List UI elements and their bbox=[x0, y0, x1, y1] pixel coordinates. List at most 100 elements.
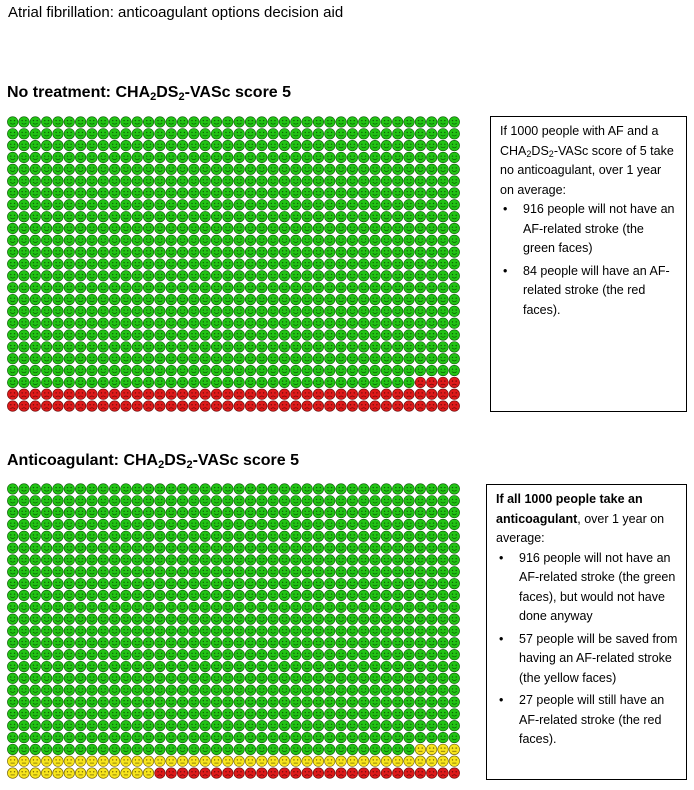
green-face-icon bbox=[41, 589, 53, 602]
green-face-icon bbox=[52, 696, 64, 708]
green-face-icon bbox=[335, 270, 347, 282]
green-face-icon bbox=[143, 211, 155, 223]
green-face-icon bbox=[448, 222, 460, 235]
green-face-icon bbox=[75, 589, 87, 602]
green-face-icon bbox=[358, 708, 370, 720]
green-face-icon bbox=[369, 270, 381, 282]
green-face-icon bbox=[256, 317, 268, 329]
green-face-icon bbox=[188, 589, 200, 602]
green-face-icon bbox=[176, 317, 189, 329]
green-face-icon bbox=[448, 234, 460, 246]
green-face-icon bbox=[86, 518, 98, 531]
green-face-icon bbox=[335, 696, 347, 708]
red-face-icon bbox=[392, 400, 404, 412]
green-face-icon bbox=[165, 163, 177, 175]
green-face-icon bbox=[120, 483, 132, 495]
green-face-icon bbox=[176, 696, 189, 708]
green-face-icon bbox=[154, 364, 166, 377]
green-face-icon bbox=[346, 554, 358, 566]
green-face-icon bbox=[18, 554, 30, 566]
green-face-icon bbox=[109, 660, 121, 673]
green-face-icon bbox=[426, 305, 438, 317]
green-face-icon bbox=[312, 518, 324, 531]
green-face-icon bbox=[244, 128, 257, 140]
green-face-icon bbox=[52, 341, 64, 353]
green-face-icon bbox=[18, 211, 30, 223]
green-face-icon bbox=[176, 637, 189, 649]
green-face-icon bbox=[233, 305, 245, 317]
green-face-icon bbox=[312, 613, 324, 625]
green-face-icon bbox=[199, 364, 211, 377]
green-face-icon bbox=[109, 317, 121, 329]
red-face-icon bbox=[414, 767, 426, 779]
green-face-icon bbox=[312, 140, 324, 152]
green-face-icon bbox=[41, 151, 53, 164]
green-face-icon bbox=[414, 708, 426, 720]
green-face-icon bbox=[437, 530, 449, 542]
green-face-icon bbox=[29, 554, 41, 566]
green-face-icon bbox=[324, 637, 336, 649]
green-face-icon bbox=[278, 341, 291, 353]
green-face-icon bbox=[233, 625, 245, 637]
green-face-icon bbox=[210, 163, 223, 175]
red-face-icon bbox=[358, 767, 370, 779]
green-face-icon bbox=[358, 554, 370, 566]
green-face-icon bbox=[301, 376, 313, 388]
green-face-icon bbox=[109, 743, 121, 755]
green-face-icon bbox=[233, 578, 245, 590]
green-face-icon bbox=[29, 376, 41, 388]
green-face-icon bbox=[165, 637, 177, 649]
green-face-icon bbox=[97, 660, 109, 673]
green-face-icon bbox=[63, 530, 75, 542]
green-face-icon bbox=[154, 234, 166, 246]
green-face-icon bbox=[52, 128, 64, 140]
green-face-icon bbox=[29, 495, 41, 507]
green-face-icon bbox=[7, 140, 19, 152]
green-face-icon bbox=[97, 187, 109, 199]
green-face-icon bbox=[120, 554, 132, 566]
green-face-icon bbox=[176, 554, 189, 566]
green-face-icon bbox=[97, 720, 109, 732]
green-face-icon bbox=[7, 613, 19, 625]
green-face-icon bbox=[233, 175, 245, 187]
green-face-icon bbox=[7, 578, 19, 590]
green-face-icon bbox=[426, 530, 438, 542]
green-face-icon bbox=[143, 589, 155, 602]
green-face-icon bbox=[131, 293, 143, 306]
green-face-icon bbox=[63, 353, 75, 365]
green-face-icon bbox=[256, 199, 268, 211]
green-face-icon bbox=[41, 696, 53, 708]
green-face-icon bbox=[437, 341, 449, 353]
red-face-icon bbox=[176, 400, 189, 412]
green-face-icon bbox=[120, 305, 132, 317]
green-face-icon bbox=[97, 530, 109, 542]
green-face-icon bbox=[358, 187, 370, 199]
green-face-icon bbox=[222, 234, 234, 246]
green-face-icon bbox=[7, 175, 19, 187]
green-face-icon bbox=[210, 613, 223, 625]
green-face-icon bbox=[29, 589, 41, 602]
green-face-icon bbox=[369, 589, 381, 602]
green-face-icon bbox=[131, 175, 143, 187]
green-face-icon bbox=[301, 542, 313, 554]
green-face-icon bbox=[233, 708, 245, 720]
green-face-icon bbox=[75, 329, 87, 341]
green-face-icon bbox=[222, 684, 234, 696]
info-intro: If 1000 people with AF and a CHA2DS2-VAS… bbox=[500, 124, 674, 197]
green-face-icon bbox=[143, 140, 155, 152]
green-face-icon bbox=[29, 731, 41, 744]
green-face-icon bbox=[29, 507, 41, 519]
green-face-icon bbox=[392, 329, 404, 341]
green-face-icon bbox=[165, 530, 177, 542]
green-face-icon bbox=[18, 483, 30, 495]
yellow-face-icon bbox=[448, 743, 460, 755]
green-face-icon bbox=[267, 258, 279, 270]
green-face-icon bbox=[165, 187, 177, 199]
green-face-icon bbox=[426, 731, 438, 744]
green-face-icon bbox=[437, 163, 449, 175]
green-face-icon bbox=[437, 293, 449, 306]
green-face-icon bbox=[18, 222, 30, 235]
green-face-icon bbox=[7, 696, 19, 708]
green-face-icon bbox=[41, 720, 53, 732]
green-face-icon bbox=[448, 601, 460, 613]
